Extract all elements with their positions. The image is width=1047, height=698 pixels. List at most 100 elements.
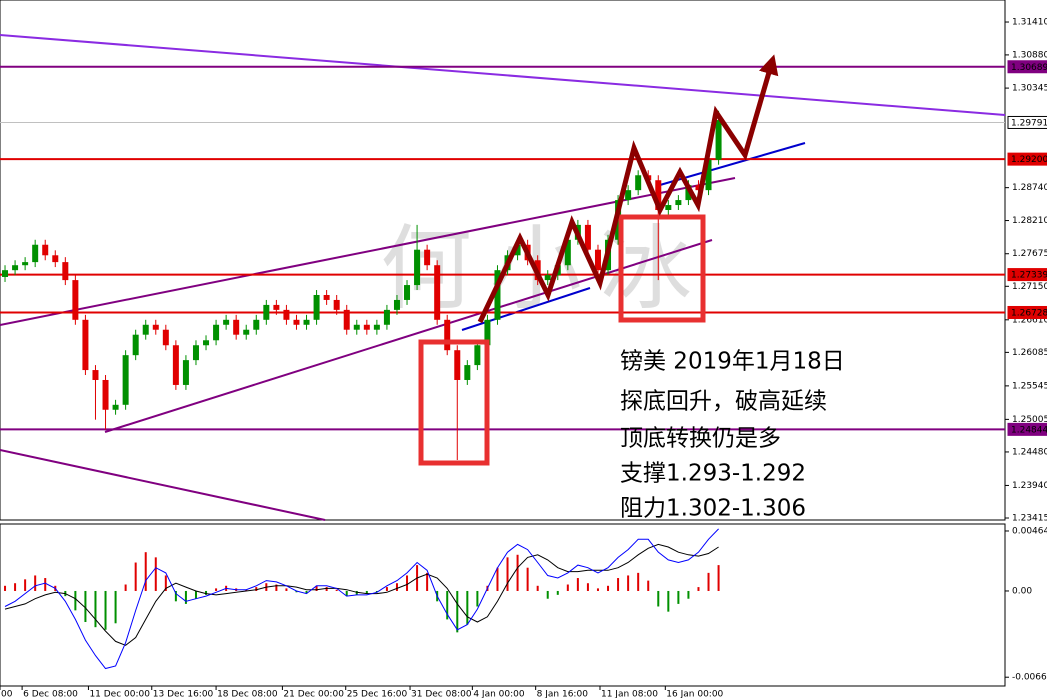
- macd-bar: [315, 585, 318, 591]
- candle-body: [434, 265, 441, 320]
- candle-body: [675, 200, 682, 206]
- level-label-box: [1007, 60, 1047, 74]
- level-label: 1.29200: [1011, 155, 1047, 165]
- candle-body: [102, 379, 109, 410]
- candle-body: [404, 285, 411, 300]
- macd-bar: [395, 583, 398, 591]
- y-tick-label: 1.25005: [1012, 415, 1047, 425]
- candle-body: [42, 244, 49, 256]
- macd-bar: [205, 590, 208, 595]
- candle-body: [92, 370, 99, 380]
- macd-bar: [687, 590, 690, 599]
- macd-bar: [134, 562, 137, 591]
- candle-body: [253, 319, 260, 330]
- macd-bar: [355, 590, 358, 595]
- macd-line: [4, 528, 719, 670]
- candle-body: [293, 319, 300, 325]
- macd-bar: [365, 590, 368, 594]
- candle-body: [715, 120, 722, 160]
- candle-body: [363, 324, 370, 330]
- candle-body: [424, 249, 431, 266]
- macd-bar: [154, 557, 157, 591]
- macd-bar: [94, 590, 97, 628]
- level-label-box: [1007, 115, 1047, 129]
- highlight-box: [418, 339, 490, 466]
- macd-bar: [114, 590, 117, 624]
- candle-body: [273, 304, 280, 310]
- macd-bar: [285, 588, 288, 591]
- candle-body: [233, 319, 240, 335]
- candle-body: [584, 224, 591, 250]
- macd-bar: [426, 572, 429, 591]
- macd-bar: [24, 579, 27, 591]
- candle-body: [213, 324, 220, 341]
- candle-body: [635, 175, 642, 191]
- candle-body: [52, 255, 59, 263]
- candle-body: [414, 249, 421, 286]
- macd-bar: [576, 578, 579, 591]
- y-tick-label: 1.26085: [1012, 348, 1047, 358]
- trendline: [0, 177, 736, 326]
- trendline: [461, 287, 591, 331]
- annotation-line: 阻力1.302-1.306: [620, 496, 806, 522]
- annotation: 镑美 2019年1月18日 探底回升，破高延续 顶底转换仍是多 支撑1.293-…: [620, 349, 845, 522]
- y-tick-label: 1.30345: [1012, 84, 1047, 94]
- macd-bar: [516, 554, 519, 591]
- macd-bar: [456, 590, 459, 633]
- y-tick-label: 0.00464: [1012, 526, 1047, 536]
- x-tick-label: 00: [1, 690, 13, 698]
- macd-bar: [14, 583, 17, 591]
- candle-body: [564, 239, 571, 266]
- candle-body: [72, 280, 79, 320]
- trendline: [0, 34, 1006, 116]
- signal-line: [4, 543, 719, 646]
- macd-bar: [476, 590, 479, 607]
- candle-body: [695, 185, 702, 191]
- level-label-box: [1007, 152, 1047, 166]
- macd-bar: [255, 587, 258, 591]
- y-tick-label: 1.28210: [1012, 216, 1047, 226]
- macd-bar: [144, 552, 147, 591]
- x-tick-label: 11 Dec 00:00: [89, 690, 150, 698]
- candle-body: [343, 309, 350, 330]
- candle-body: [122, 355, 129, 405]
- candle-body: [454, 350, 461, 380]
- candle-body: [12, 265, 19, 271]
- candle-body: [464, 365, 471, 380]
- price-pane: [0, 0, 1006, 521]
- macd-bar: [717, 565, 720, 591]
- candle-body: [665, 205, 672, 210]
- macd-bar: [385, 587, 388, 591]
- macd-bar: [215, 588, 218, 591]
- macd-bar: [34, 575, 37, 591]
- macd-bar: [375, 590, 378, 593]
- level-label-box: [1007, 268, 1047, 282]
- annotation-line: 顶底转换仍是多: [620, 426, 781, 452]
- candle-body: [223, 319, 230, 325]
- x-tick-label: 16 Jan 00:00: [666, 690, 723, 698]
- y-tick-label: 1.23940: [1012, 481, 1047, 491]
- macd-bar: [194, 590, 197, 599]
- trendlines: [0, 34, 1006, 521]
- annotation-line: 镑美 2019年1月18日: [620, 349, 845, 375]
- macd-bar: [446, 590, 449, 620]
- macd-bar: [245, 589, 248, 591]
- macd-bar: [627, 575, 630, 591]
- forecast-arrow: [477, 54, 779, 324]
- x-tick-label: 8 Jan 16:00: [537, 690, 589, 698]
- macd-bar: [677, 590, 680, 604]
- candle-body: [373, 324, 380, 330]
- annotation-line: 探底回升，破高延续: [620, 389, 827, 415]
- macd-bar: [164, 575, 167, 591]
- candle-body: [152, 324, 159, 330]
- macd-bar: [586, 583, 589, 591]
- candle-body: [192, 345, 199, 361]
- candle-body: [544, 275, 551, 281]
- macd-bar: [536, 585, 539, 591]
- macd-bar: [305, 590, 308, 594]
- level-label: 1.27339: [1011, 271, 1047, 281]
- candle-body: [182, 360, 189, 385]
- macd-bar: [657, 590, 660, 607]
